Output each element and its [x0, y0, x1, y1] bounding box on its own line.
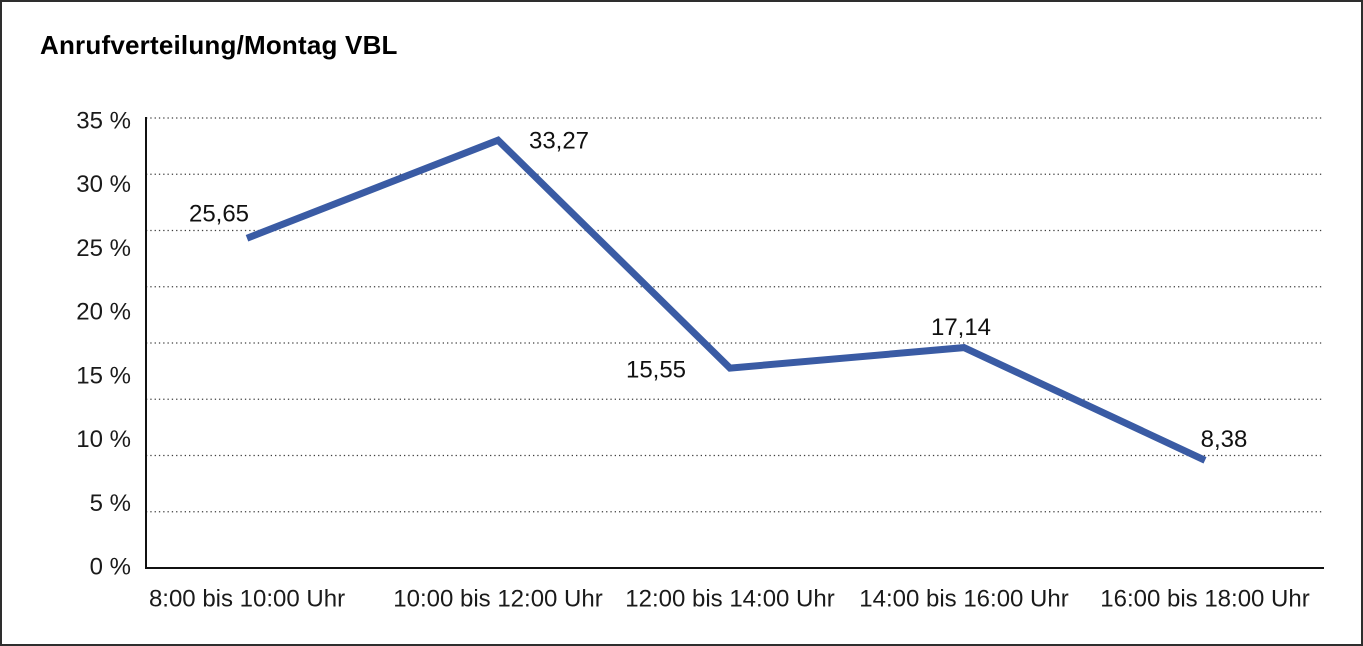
x-category-label: 8:00 bis 10:00 Uhr	[149, 586, 345, 613]
y-tick-label: 0 %	[90, 554, 131, 581]
chart-title: Anrufverteilung/Montag VBL	[40, 30, 398, 60]
y-tick-label: 35 %	[76, 108, 131, 135]
data-point-label: 15,55	[626, 357, 686, 384]
data-point-label: 33,27	[529, 128, 589, 155]
y-tick-label: 20 %	[76, 299, 131, 326]
x-category-label: 12:00 bis 14:00 Uhr	[625, 586, 834, 613]
data-point-label: 8,38	[1201, 426, 1248, 453]
data-point-label: 25,65	[189, 201, 249, 228]
x-category-label: 10:00 bis 12:00 Uhr	[393, 586, 602, 613]
y-tick-label: 15 %	[76, 362, 131, 389]
x-category-label: 14:00 bis 16:00 Uhr	[859, 586, 1068, 613]
y-tick-label: 25 %	[76, 235, 131, 262]
data-point-label: 17,14	[931, 314, 991, 341]
y-tick-label: 5 %	[90, 490, 131, 517]
data-line	[245, 136, 1207, 464]
y-tick-label: 10 %	[76, 426, 131, 453]
x-category-label: 16:00 bis 18:00 Uhr	[1100, 586, 1309, 613]
y-tick-label: 30 %	[76, 171, 131, 198]
